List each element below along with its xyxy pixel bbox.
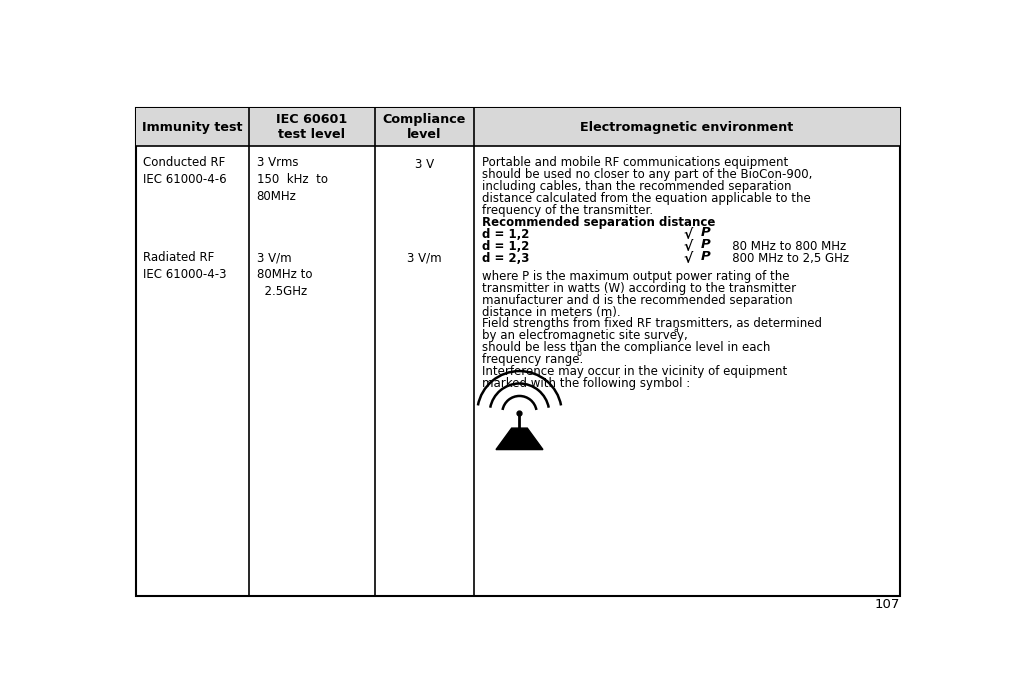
Text: where P is the maximum output power rating of the: where P is the maximum output power rati… — [482, 270, 790, 283]
Text: P: P — [701, 238, 711, 251]
Text: P: P — [701, 250, 711, 263]
Text: including cables, than the recommended separation: including cables, than the recommended s… — [482, 180, 792, 193]
Text: 3 Vrms
150  kHz  to
80MHz: 3 Vrms 150 kHz to 80MHz — [257, 156, 327, 203]
Text: d = 2,3: d = 2,3 — [482, 252, 529, 265]
Text: Conducted RF
IEC 61000-4-6: Conducted RF IEC 61000-4-6 — [143, 156, 227, 186]
Text: Field strengths from fixed RF transmitters, as determined: Field strengths from fixed RF transmitte… — [482, 317, 822, 330]
Text: marked with the following symbol :: marked with the following symbol : — [482, 377, 690, 390]
Text: Recommended separation distance: Recommended separation distance — [482, 216, 715, 229]
Text: √: √ — [683, 228, 692, 242]
Polygon shape — [496, 428, 543, 450]
Text: by an electromagnetic site survey,: by an electromagnetic site survey, — [482, 330, 688, 342]
Text: P: P — [701, 227, 711, 239]
Text: frequency range.: frequency range. — [482, 353, 583, 367]
Text: Portable and mobile RF communications equipment: Portable and mobile RF communications eq… — [482, 156, 788, 169]
Text: 3 V/m
80MHz to
  2.5GHz: 3 V/m 80MHz to 2.5GHz — [257, 251, 312, 298]
Text: Electromagnetic environment: Electromagnetic environment — [580, 121, 794, 134]
Text: d = 1,2: d = 1,2 — [482, 228, 529, 241]
Text: should be less than the compliance level in each: should be less than the compliance level… — [482, 342, 771, 354]
Text: 800 MHz to 2,5 GHz: 800 MHz to 2,5 GHz — [721, 252, 848, 265]
Text: should be used no closer to any part of the BioCon-900,: should be used no closer to any part of … — [482, 168, 812, 181]
Text: 3 V/m: 3 V/m — [407, 251, 441, 264]
Text: √: √ — [683, 252, 692, 266]
Text: distance in meters (m).: distance in meters (m). — [482, 305, 620, 319]
Text: √: √ — [683, 240, 692, 254]
Text: IEC 60601
test level: IEC 60601 test level — [276, 113, 347, 141]
Text: 3 V: 3 V — [415, 158, 434, 171]
Text: Immunity test: Immunity test — [142, 121, 242, 134]
Text: 80 MHz to 800 MHz: 80 MHz to 800 MHz — [721, 240, 846, 253]
Text: transmitter in watts (W) according to the transmitter: transmitter in watts (W) according to th… — [482, 282, 796, 295]
Text: b: b — [576, 348, 581, 358]
Text: d = 1,2: d = 1,2 — [482, 240, 529, 253]
Text: Interference may occur in the vicinity of equipment: Interference may occur in the vicinity o… — [482, 365, 787, 378]
Text: frequency of the transmitter.: frequency of the transmitter. — [482, 204, 653, 217]
Text: Radiated RF
IEC 61000-4-3: Radiated RF IEC 61000-4-3 — [143, 251, 227, 281]
Text: Compliance
level: Compliance level — [383, 113, 466, 141]
Text: a: a — [674, 325, 679, 334]
Text: distance calculated from the equation applicable to the: distance calculated from the equation ap… — [482, 192, 811, 205]
Text: manufacturer and d is the recommended separation: manufacturer and d is the recommended se… — [482, 293, 793, 307]
Bar — [135, 108, 900, 146]
Text: 107: 107 — [875, 597, 900, 611]
